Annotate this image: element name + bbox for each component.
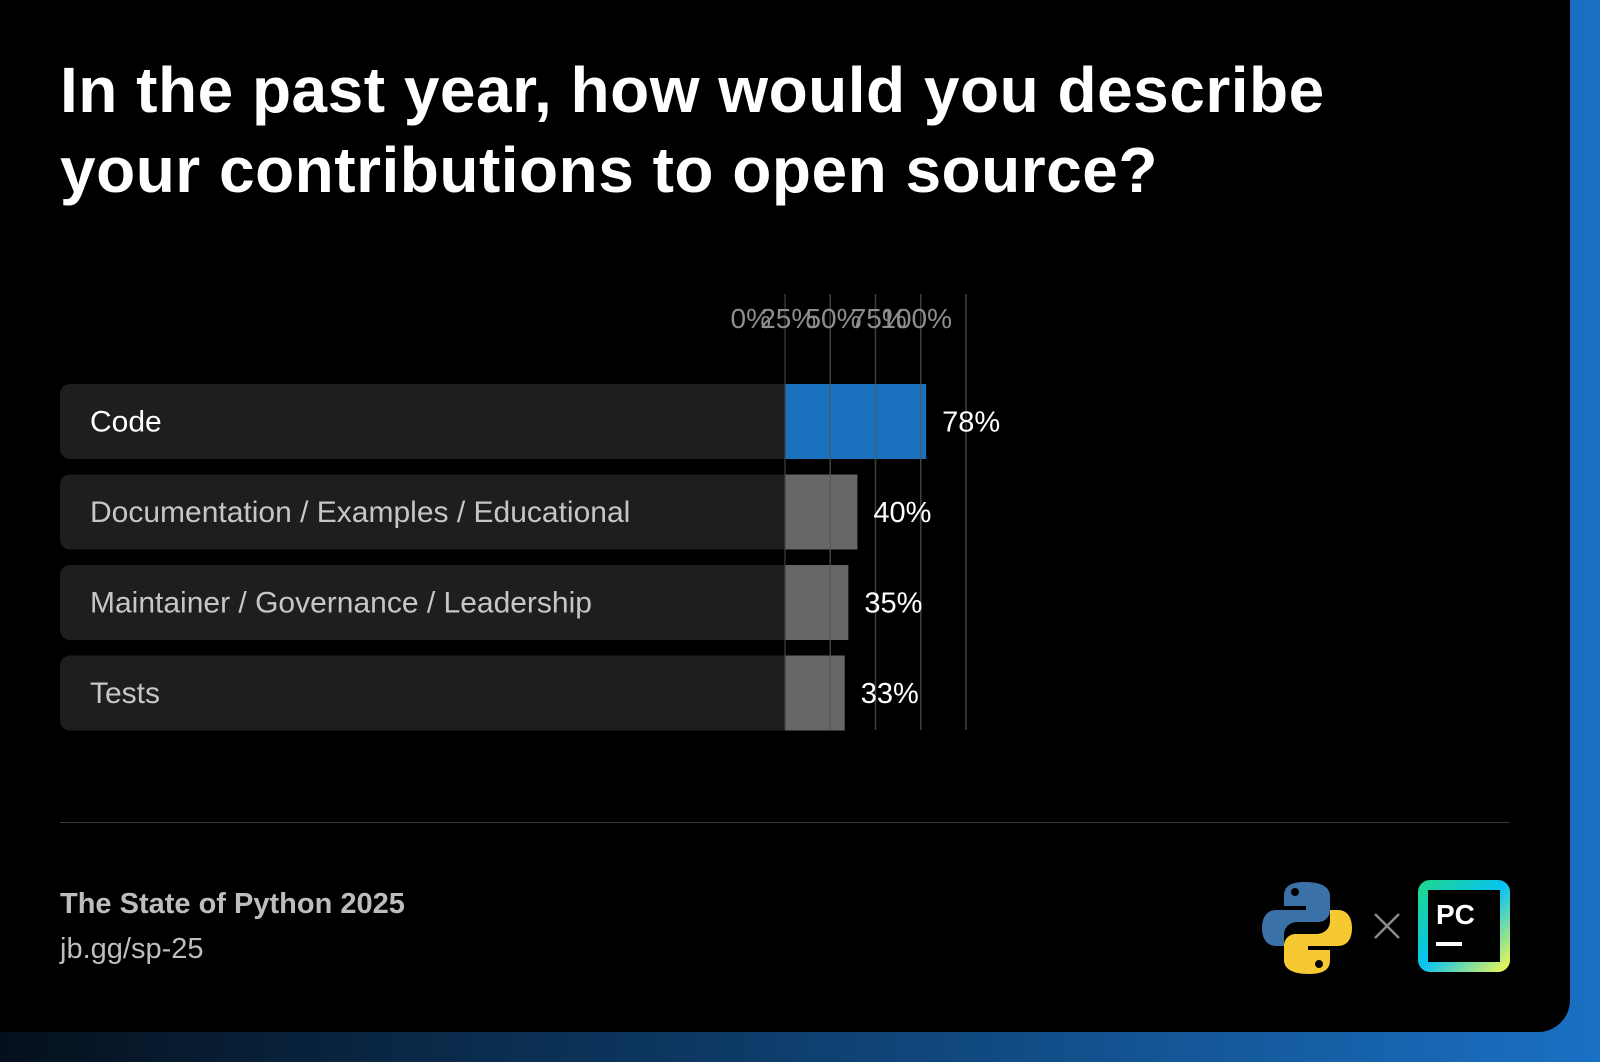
x-tick-label: 100% <box>880 303 952 334</box>
times-icon <box>1374 913 1400 939</box>
python-logo-icon <box>1262 882 1352 974</box>
source-link[interactable]: jb.gg/sp-25 <box>60 933 204 965</box>
footer-divider <box>60 822 1510 823</box>
category-track <box>60 474 793 550</box>
logos: PC <box>1262 880 1510 974</box>
value-label: 40% <box>873 497 931 529</box>
category-label: Documentation / Examples / Educational <box>90 496 630 529</box>
bar-1 <box>785 474 858 550</box>
category-track <box>60 565 793 640</box>
category-track <box>60 655 793 731</box>
category-label: Tests <box>90 677 160 710</box>
source-title: The State of Python 2025 <box>60 888 405 920</box>
bar-chart: 0%25%50%75%100% Code 78% Documentation / Ex… <box>60 294 1000 731</box>
x-tick-label: 25% <box>760 303 816 334</box>
category-track <box>60 384 793 459</box>
value-label: 33% <box>861 678 919 710</box>
svg-text:PC: PC <box>1436 899 1475 930</box>
category-label: Maintainer / Governance / Leadership <box>90 587 592 620</box>
x-tick-label: 75% <box>851 303 907 334</box>
chart-title: In the past year, how would you describe… <box>60 54 1325 206</box>
value-label: 78% <box>942 407 1000 439</box>
x-tick-label: 50% <box>805 303 861 334</box>
chart-card: In the past year, how would you describe… <box>0 0 1570 1032</box>
bar-0 <box>785 384 927 459</box>
x-tick-label: 0% <box>731 303 771 334</box>
bar-2 <box>785 565 849 640</box>
category-label: Code <box>90 406 162 439</box>
pycharm-logo-icon: PC <box>1418 880 1510 972</box>
value-label: 35% <box>864 588 922 620</box>
bar-3 <box>785 655 845 731</box>
